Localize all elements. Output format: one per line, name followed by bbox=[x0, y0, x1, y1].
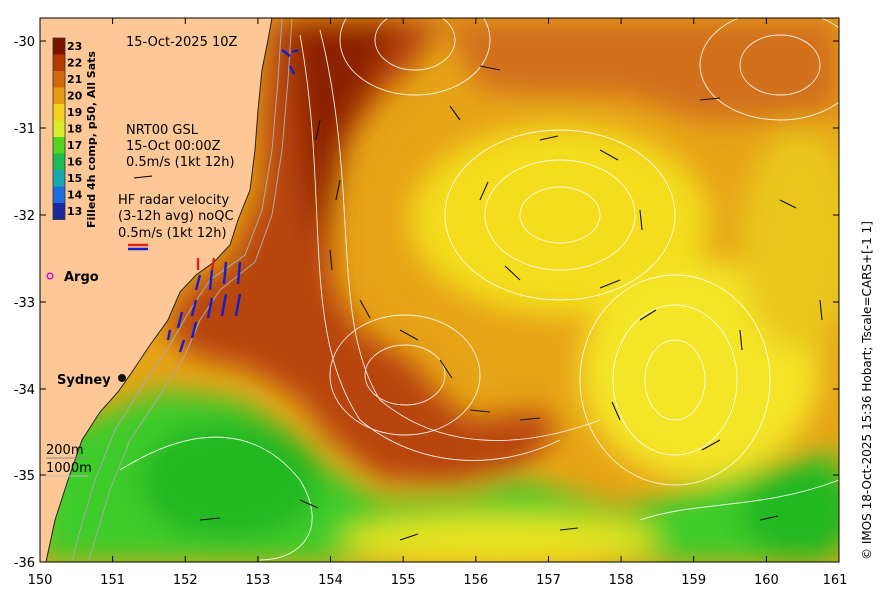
nrt-legend: NRT00 GSL 15-Oct 00:00Z 0.5m/s (1kt 12h) bbox=[126, 123, 235, 179]
hf-radar-vectors bbox=[166, 48, 299, 353]
x-tick-label: 156 bbox=[463, 573, 488, 588]
colorbar-swatch-2 bbox=[53, 71, 65, 88]
nrt-scale-arrow bbox=[133, 175, 153, 179]
colorbar-swatch-5 bbox=[53, 120, 65, 137]
argo-marker-icon bbox=[46, 272, 54, 280]
colorbar-tick-13: 13 bbox=[67, 205, 82, 218]
x-tick-label: 155 bbox=[391, 573, 416, 588]
colorbar-tick-15: 15 bbox=[67, 172, 82, 185]
warm-core bbox=[290, 22, 400, 260]
hf-legend-line2: (3-12h avg) noQC bbox=[118, 209, 234, 224]
depth-200-label: 200m bbox=[46, 443, 83, 458]
timestamp-label: 15-Oct-2025 10Z bbox=[126, 35, 238, 50]
y-axis: -30 -31 -32 -33 -34 -35 -36 bbox=[14, 35, 839, 571]
hf-legend: HF radar velocity (3-12h avg) noQC 0.5m/… bbox=[118, 193, 234, 251]
hf-radar-red-vectors bbox=[196, 257, 216, 271]
cool-south-core bbox=[140, 420, 320, 540]
hf-legend-line3: 0.5m/s (1kt 12h) bbox=[118, 226, 227, 241]
y-tick-label: -35 bbox=[14, 469, 35, 484]
colorbar-tick-18: 18 bbox=[67, 123, 82, 136]
bathymetry-contours bbox=[71, 18, 293, 562]
x-tick-label: 151 bbox=[100, 573, 125, 588]
colorbar-tick-20: 20 bbox=[67, 90, 83, 103]
sydney-marker bbox=[118, 374, 126, 382]
x-tick-label: 161 bbox=[823, 573, 848, 588]
x-tick-label: 153 bbox=[245, 573, 270, 588]
x-tick-label: 158 bbox=[609, 573, 634, 588]
colorbar: 23 22 21 20 19 18 17 16 15 14 13 Filled … bbox=[52, 37, 98, 228]
imos-credit: © IMOS 18-Oct-2025 15:36 Hobart; Tscale=… bbox=[860, 221, 874, 560]
depth-1000-label: 1000m bbox=[46, 461, 92, 476]
nrt-legend-line1: NRT00 GSL bbox=[126, 123, 199, 138]
colorbar-tick-14: 14 bbox=[67, 189, 83, 202]
depth-legend: 200m 1000m bbox=[46, 443, 92, 477]
sydney-label: Sydney bbox=[57, 373, 111, 388]
colorbar-swatch-9 bbox=[53, 186, 65, 203]
y-tick-label: -32 bbox=[14, 209, 35, 224]
colorbar-swatch-3 bbox=[53, 87, 65, 104]
colorbar-swatch-10 bbox=[53, 203, 65, 220]
nrt-legend-line3: 0.5m/s (1kt 12h) bbox=[126, 155, 235, 170]
colorbar-tick-23: 23 bbox=[67, 40, 82, 53]
colorbar-tick-19: 19 bbox=[67, 106, 82, 119]
x-axis: 150 151 152 153 154 155 156 157 158 159 … bbox=[28, 18, 848, 588]
colorbar-tick-16: 16 bbox=[67, 156, 83, 169]
colorbar-swatch-7 bbox=[53, 153, 65, 170]
y-tick-label: -36 bbox=[14, 556, 35, 571]
colorbar-swatch-4 bbox=[53, 104, 65, 121]
colorbar-swatch-0 bbox=[53, 38, 65, 55]
cool-se-core bbox=[740, 460, 839, 560]
colorbar-swatch-8 bbox=[53, 170, 65, 187]
land-nsw bbox=[40, 18, 273, 562]
map-plot-area bbox=[40, 18, 839, 562]
colorbar-tick-17: 17 bbox=[67, 139, 82, 152]
colorbar-swatch-6 bbox=[53, 137, 65, 154]
x-tick-label: 154 bbox=[318, 573, 343, 588]
hf-legend-line1: HF radar velocity bbox=[118, 193, 230, 208]
sst-field bbox=[40, 18, 839, 562]
warm-eac-tongue bbox=[165, 18, 560, 485]
x-tick-label: 160 bbox=[754, 573, 779, 588]
plot-frame bbox=[39, 17, 840, 563]
cool-patch-far-east bbox=[740, 130, 839, 350]
cool-eddy-north bbox=[410, 125, 710, 315]
x-tick-label: 152 bbox=[173, 573, 198, 588]
y-tick-label: -30 bbox=[14, 35, 35, 50]
y-tick-label: -33 bbox=[14, 296, 35, 311]
ssh-contours bbox=[119, 18, 839, 561]
nrt-legend-line2: 15-Oct 00:00Z bbox=[126, 139, 221, 154]
colorbar-outline bbox=[52, 37, 66, 220]
colorbar-tick-21: 21 bbox=[67, 73, 82, 86]
north-warm-band bbox=[440, 18, 839, 120]
y-tick-label: -34 bbox=[14, 383, 35, 398]
colorbar-tick-22: 22 bbox=[67, 57, 82, 70]
nrt-velocity-arrows bbox=[199, 65, 823, 541]
x-tick-label: 150 bbox=[28, 573, 53, 588]
x-tick-label: 157 bbox=[536, 573, 561, 588]
y-tick-label: -31 bbox=[14, 122, 35, 137]
colorbar-label: Filled 4h comp, p50, All Sats bbox=[85, 51, 98, 228]
x-tick-label: 159 bbox=[681, 573, 706, 588]
argo-label: Argo bbox=[64, 270, 99, 285]
yellow-band-south bbox=[340, 515, 660, 562]
colorbar-swatch-1 bbox=[53, 54, 65, 71]
argo-legend: Argo bbox=[46, 270, 99, 285]
